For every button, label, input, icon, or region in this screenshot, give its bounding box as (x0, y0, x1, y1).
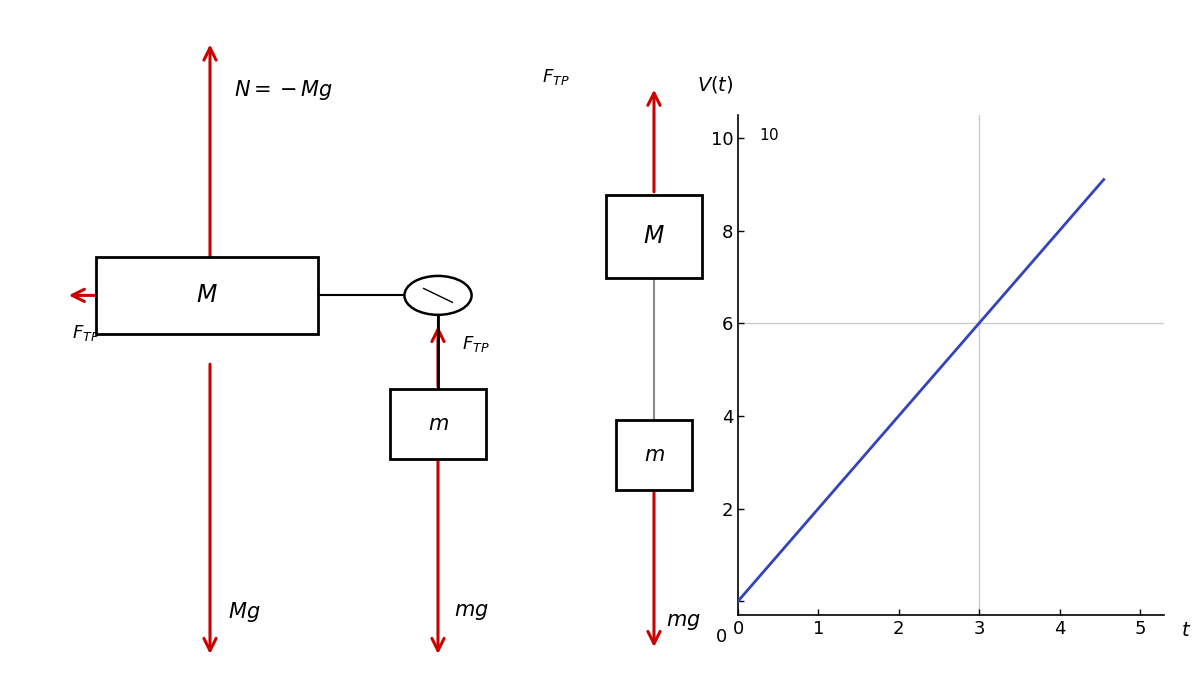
Text: $m$: $m$ (643, 445, 665, 465)
Text: $M$: $M$ (643, 224, 665, 248)
Text: $V(t)$: $V(t)$ (697, 74, 733, 95)
Bar (390, 389, 486, 459)
Text: $t$: $t$ (1181, 621, 1192, 639)
Text: $F_{TP}$: $F_{TP}$ (462, 334, 490, 354)
Text: $N = -Mg$: $N = -Mg$ (234, 79, 334, 102)
Text: $10$: $10$ (760, 127, 780, 143)
Text: $F_{TP}$: $F_{TP}$ (72, 323, 100, 343)
Bar (606, 195, 702, 278)
Text: $F_{TP}$: $F_{TP}$ (542, 67, 570, 87)
Bar (96, 257, 318, 334)
Text: $Mg$: $Mg$ (228, 600, 260, 623)
Text: $0$: $0$ (715, 628, 727, 646)
Bar (616, 420, 692, 490)
Text: $mg$: $mg$ (454, 602, 488, 621)
Text: $m$: $m$ (427, 414, 449, 434)
Text: $mg$: $mg$ (666, 612, 701, 632)
Text: $M$: $M$ (196, 284, 218, 307)
Circle shape (404, 276, 472, 315)
